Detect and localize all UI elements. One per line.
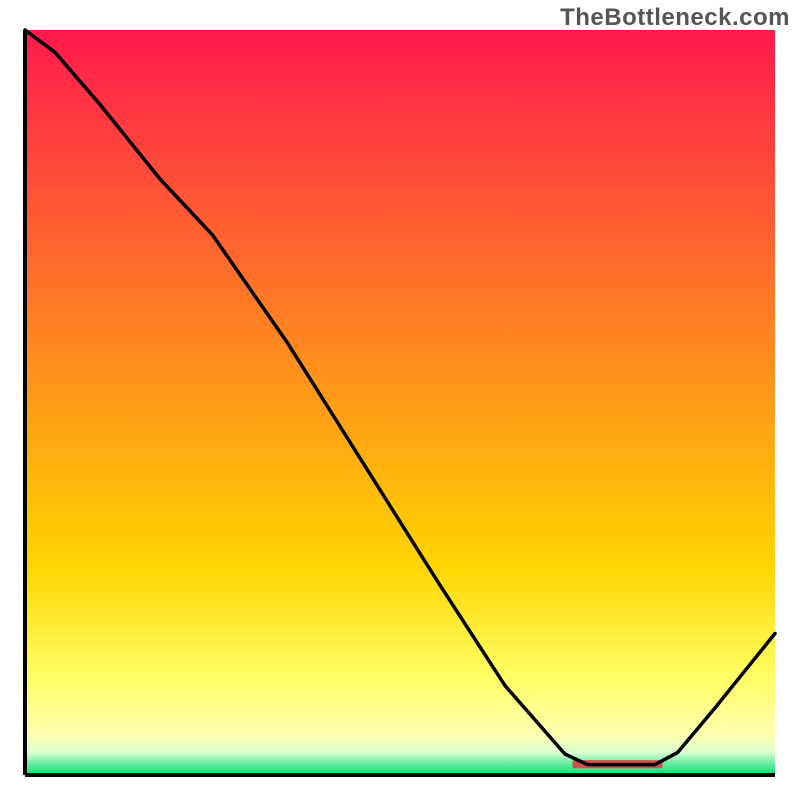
chart-stage: TheBottleneck.com bbox=[0, 0, 800, 800]
gradient-band bbox=[25, 678, 775, 734]
gradient-band bbox=[25, 566, 775, 678]
gradient-band bbox=[25, 30, 775, 567]
gradient-band bbox=[25, 734, 775, 753]
watermark-text: TheBottleneck.com bbox=[560, 4, 790, 32]
bottleneck-curve-chart bbox=[0, 0, 800, 800]
